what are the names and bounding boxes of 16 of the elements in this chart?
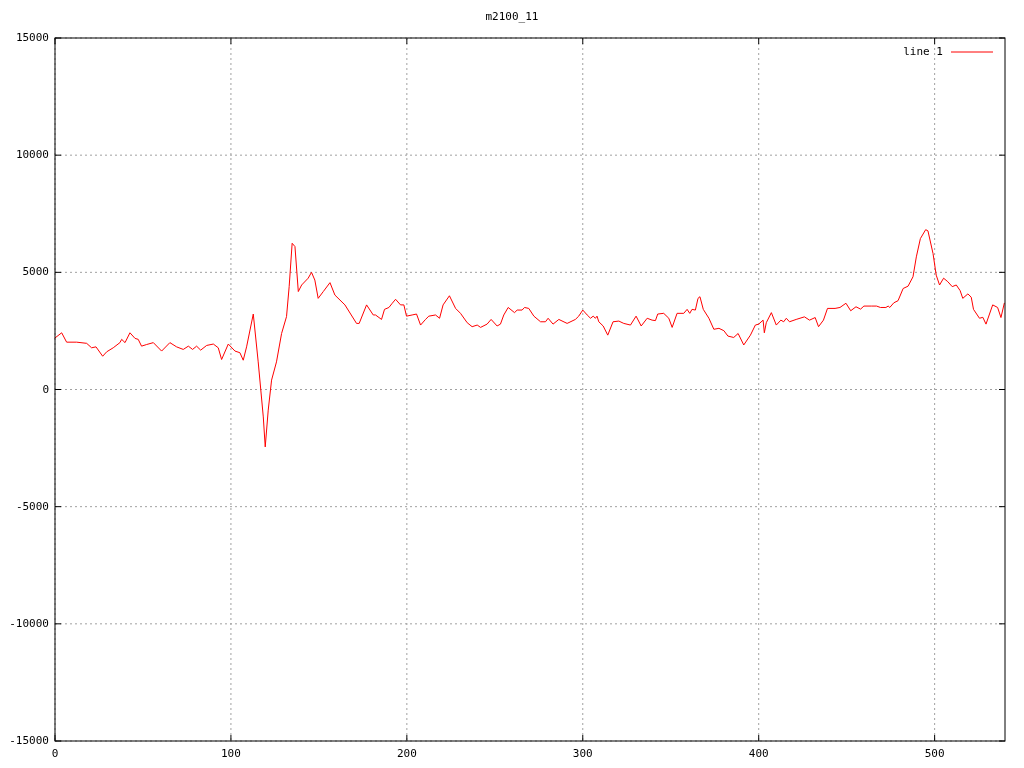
line-series bbox=[54, 229, 1005, 448]
legend-label: line 1 bbox=[903, 45, 943, 58]
y-tick-label: -5000 bbox=[15, 499, 49, 513]
y-tick-label: 5000 bbox=[22, 265, 49, 279]
y-tick-label: 0 bbox=[42, 382, 49, 396]
y-tick-label: 15000 bbox=[15, 31, 49, 44]
y-tick-label: 10000 bbox=[15, 148, 49, 162]
x-tick-label: 200 bbox=[396, 747, 417, 760]
chart-title: m2100_11 bbox=[485, 10, 539, 23]
y-tick-label: -15000 bbox=[9, 734, 49, 747]
x-tick-label: 300 bbox=[572, 747, 593, 760]
x-tick-label: 500 bbox=[924, 747, 945, 760]
x-tick-label: 100 bbox=[220, 747, 241, 760]
x-tick-label: 0 bbox=[51, 747, 59, 760]
y-tick-label: -10000 bbox=[9, 616, 49, 630]
x-tick-label: 400 bbox=[748, 747, 769, 760]
